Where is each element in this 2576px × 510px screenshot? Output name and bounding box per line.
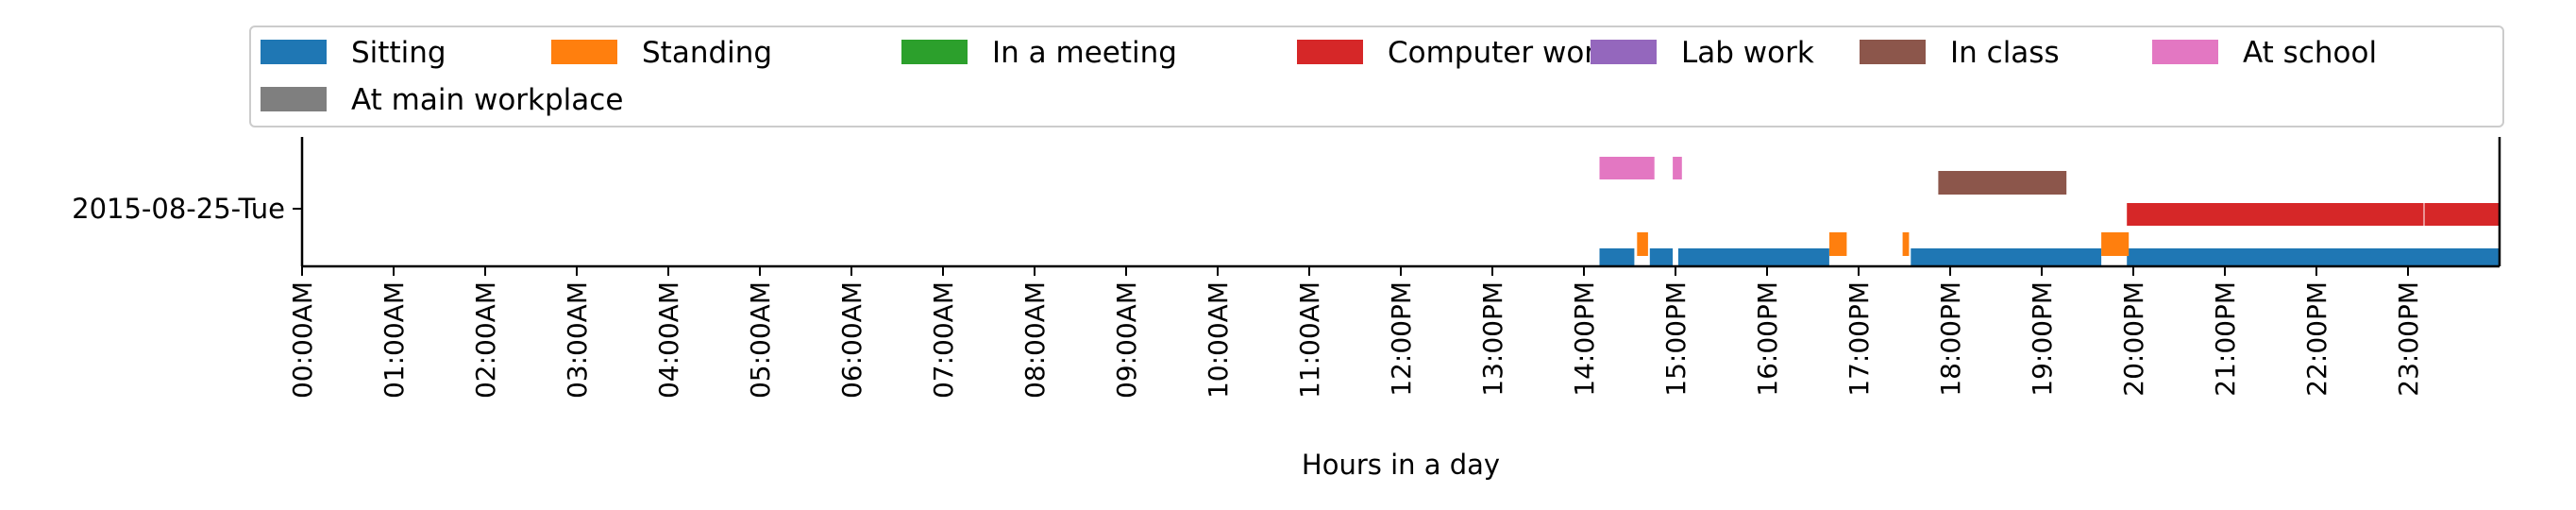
x-tick-label: 12:00PM [1386, 281, 1417, 397]
x-tick-label: 07:00AM [928, 281, 959, 399]
bar-segment [1911, 248, 2102, 266]
bar-segment [2127, 248, 2500, 266]
legend-swatch [1297, 40, 1363, 64]
bar-segment [1637, 232, 1648, 256]
x-tick-label: 05:00AM [745, 281, 776, 399]
x-tick-label: 14:00PM [1569, 281, 1600, 397]
legend-swatch [261, 87, 327, 111]
legend-label: At school [2243, 36, 2377, 70]
legend-label: In class [1950, 36, 2060, 70]
x-tick-label: 13:00PM [1477, 281, 1508, 397]
x-tick-label: 08:00AM [1019, 281, 1051, 399]
x-axis-title: Hours in a day [1302, 449, 1500, 481]
x-tick-label: 02:00AM [470, 281, 501, 399]
x-tick-label: 16:00PM [1752, 281, 1783, 397]
x-tick-label: 00:00AM [287, 281, 318, 399]
legend-swatch [261, 40, 327, 64]
legend-swatch [1591, 40, 1657, 64]
x-tick-label: 21:00PM [2210, 281, 2241, 397]
bar-segment [1649, 248, 1674, 266]
legend-label: Sitting [351, 36, 446, 70]
x-tick-label: 11:00AM [1294, 281, 1325, 399]
bar-segment [1673, 157, 1682, 179]
y-category-label: 2015-08-25-Tue [72, 193, 285, 225]
bar-segment [2101, 232, 2130, 256]
legend-label: Standing [642, 36, 772, 70]
bar-segment [1902, 232, 1910, 256]
bar-segment [1599, 157, 1655, 179]
x-tick-label: 20:00PM [2118, 281, 2149, 397]
x-tick-label: 09:00AM [1111, 281, 1142, 399]
legend-swatch [551, 40, 617, 64]
bar-segment [1938, 171, 2067, 195]
x-tick-label: 22:00PM [2301, 281, 2332, 397]
x-tick-label: 04:00AM [653, 281, 684, 399]
legend-label: At main workplace [351, 83, 623, 117]
bar-segment [1599, 248, 1635, 266]
x-tick-label: 15:00PM [1660, 281, 1692, 397]
x-tick-label: 10:00AM [1203, 281, 1234, 399]
legend-label: Lab work [1681, 36, 1814, 70]
legend-label: Computer work [1388, 36, 1613, 70]
bar-segment [1829, 232, 1847, 256]
x-tick-label: 23:00PM [2393, 281, 2424, 397]
legend-swatch [901, 40, 968, 64]
x-tick-label: 03:00AM [562, 281, 593, 399]
bar-segment [1677, 248, 1829, 266]
x-tick-label: 01:00AM [379, 281, 410, 399]
axes-layer: 00:00AM 01:00AM 02:00AM 03:00AM 04:00AM 05:00… [287, 137, 2501, 399]
legend-swatch [2152, 40, 2218, 64]
legend-label: In a meeting [992, 36, 1177, 70]
x-tick-label: 17:00PM [1844, 281, 1875, 397]
legend-box [249, 26, 2504, 128]
bar-segment [2127, 203, 2424, 226]
legend-swatch [1860, 40, 1926, 64]
legend: Sitting Standing In a meeting Computer work… [249, 26, 2504, 128]
x-tick-label: 19:00PM [2027, 281, 2058, 397]
bar-segment [2424, 203, 2500, 226]
x-tick-label: 18:00PM [1935, 281, 1966, 397]
x-tick-label: 06:00AM [836, 281, 867, 399]
bars-layer [1599, 157, 2500, 266]
